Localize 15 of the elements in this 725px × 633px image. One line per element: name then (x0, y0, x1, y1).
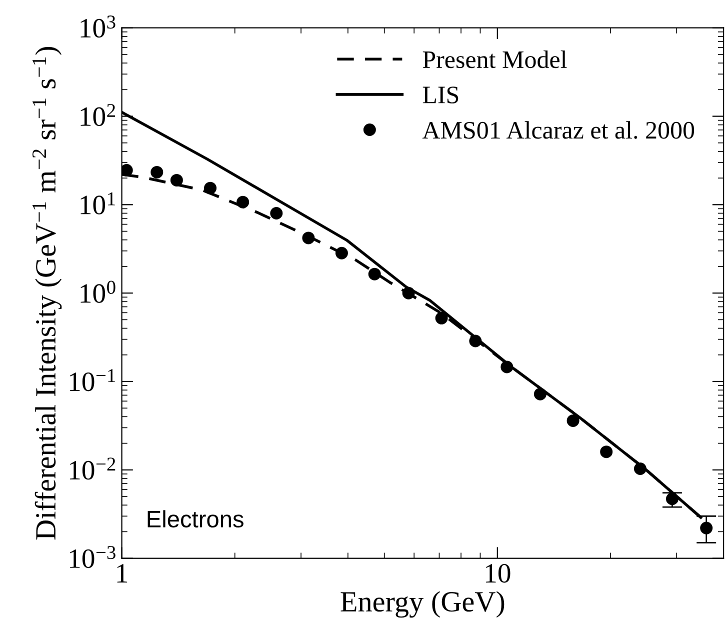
x-tick-label: 10 (486, 564, 510, 583)
x-axis-title: Energy (GeV) (340, 591, 504, 618)
y-tick-label: 10$^{1}$ (80, 192, 115, 214)
y-tick-label: 10$^{−3}$ (70, 546, 116, 568)
y-tick-label: 10$^{0}$ (80, 280, 116, 303)
y-tick-label: 10$^{3}$ (80, 16, 116, 38)
legend-label: LIS (422, 86, 458, 104)
legend-label: Present Model (422, 50, 567, 68)
y-tick-label: 10$^{−2}$ (70, 458, 116, 480)
y-tick-label: 10$^{2}$ (80, 104, 115, 126)
x-tick-label: 1 (117, 564, 128, 582)
annotation: Electrons (148, 510, 244, 528)
legend-label: AMS01 Alcaraz et al. 2000 (422, 121, 694, 139)
text: Differential Intensity (GeV$^{−1}$ m$^{−2}$ sr$^{−1}$ s$^{−1}$) (32, 47, 62, 540)
y-tick-label: 10$^{−1}$ (70, 369, 116, 392)
